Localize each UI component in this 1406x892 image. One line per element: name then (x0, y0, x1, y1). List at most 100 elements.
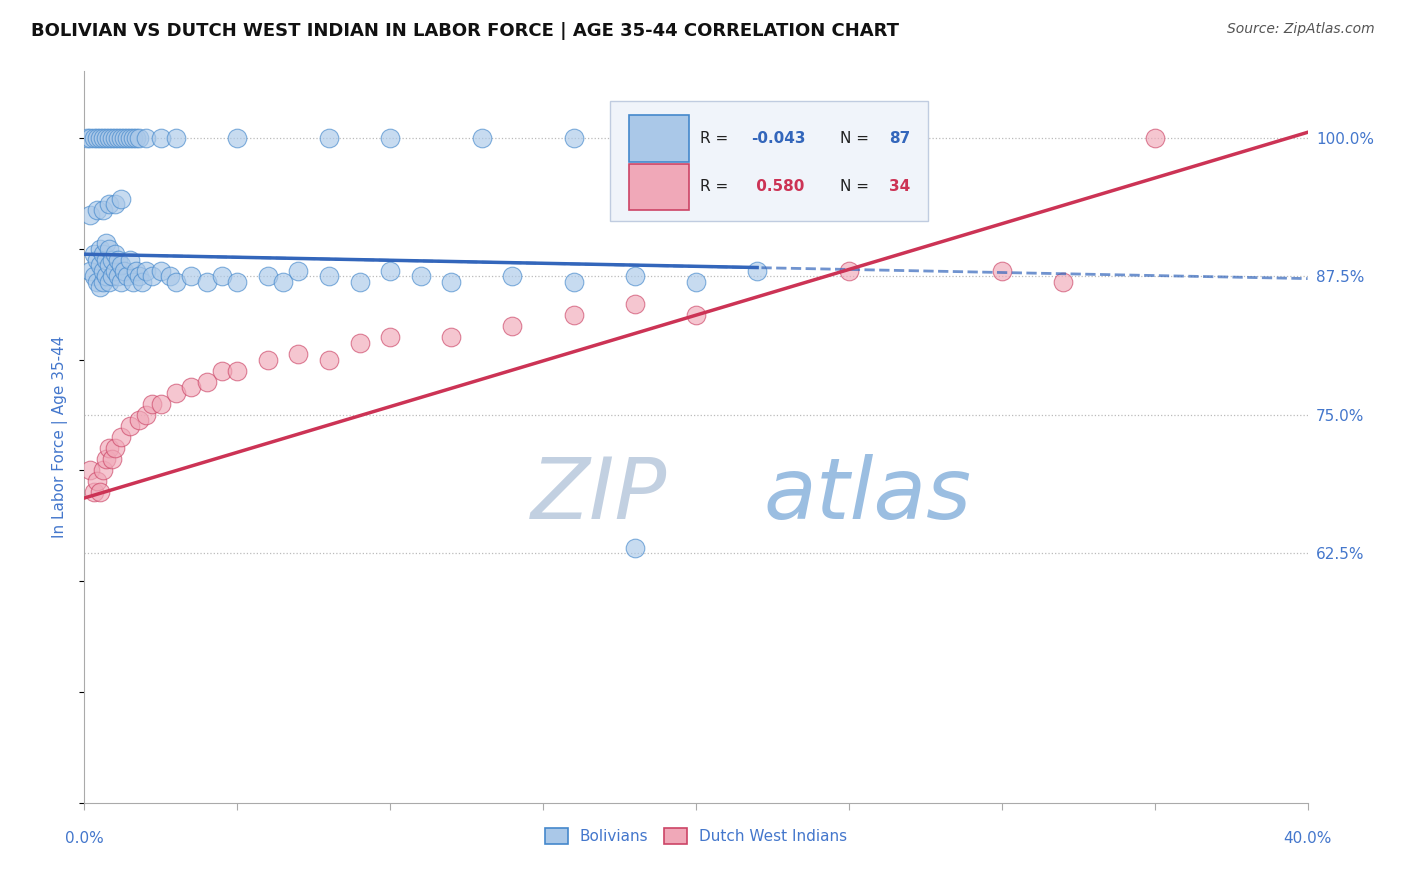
Point (131, 275, 153, 289)
Point (83, 131, 105, 145)
Point (747, 264, 769, 278)
Point (685, 275, 707, 289)
Point (562, 275, 585, 289)
Point (165, 385, 187, 400)
Point (91, 275, 114, 289)
Point (110, 192, 132, 206)
Text: N =: N = (841, 179, 875, 194)
Point (104, 131, 127, 145)
Point (149, 264, 172, 278)
Point (380, 131, 402, 145)
Point (180, 380, 202, 394)
Text: BOLIVIAN VS DUTCH WEST INDIAN IN LABOR FORCE | AGE 35-44 CORRELATION CHART: BOLIVIAN VS DUTCH WEST INDIAN IN LABOR F… (31, 22, 898, 40)
Point (110, 275, 132, 289)
Point (101, 452, 124, 467)
Point (685, 308, 707, 322)
Point (287, 264, 309, 278)
Point (101, 131, 124, 145)
Point (89, 242, 111, 256)
Point (562, 131, 585, 145)
Text: R =: R = (700, 131, 733, 146)
Point (624, 297, 647, 311)
Point (97, 131, 120, 145)
Point (318, 269, 340, 284)
Point (101, 269, 124, 284)
Y-axis label: In Labor Force | Age 35-44: In Labor Force | Age 35-44 (52, 336, 69, 538)
Text: 40.0%: 40.0% (1284, 830, 1331, 846)
Text: 87: 87 (889, 131, 911, 146)
Point (165, 275, 187, 289)
Point (83, 247, 105, 261)
Text: Source: ZipAtlas.com: Source: ZipAtlas.com (1227, 22, 1375, 37)
Point (91, 131, 114, 145)
Point (86, 131, 108, 145)
Point (94, 236, 117, 251)
Point (89, 131, 111, 145)
Point (125, 131, 148, 145)
Point (195, 375, 218, 389)
Point (89, 280, 111, 294)
Point (91, 202, 114, 217)
Point (89, 485, 111, 500)
Point (128, 131, 150, 145)
Point (83, 485, 105, 500)
Point (97, 275, 120, 289)
Text: 0.580: 0.580 (751, 179, 804, 194)
Point (112, 264, 135, 278)
Point (110, 430, 132, 444)
Point (101, 252, 124, 267)
Point (97, 441, 120, 455)
Point (149, 131, 172, 145)
Point (135, 264, 157, 278)
Point (380, 264, 402, 278)
Point (97, 242, 120, 256)
Point (120, 252, 142, 267)
Point (122, 275, 145, 289)
Point (125, 264, 148, 278)
Point (287, 347, 309, 361)
Point (94, 452, 117, 467)
Point (271, 275, 294, 289)
Point (211, 363, 233, 377)
Point (91, 247, 114, 261)
Point (104, 247, 127, 261)
Legend: Bolivians, Dutch West Indians: Bolivians, Dutch West Indians (538, 822, 853, 850)
Point (1052, 275, 1074, 289)
Point (83, 269, 105, 284)
Point (624, 269, 647, 284)
Point (104, 197, 127, 211)
Point (110, 131, 132, 145)
Text: 0.0%: 0.0% (65, 830, 104, 846)
Point (149, 397, 172, 411)
Point (94, 131, 117, 145)
Point (318, 131, 340, 145)
Text: -0.043: -0.043 (751, 131, 806, 146)
Text: R =: R = (700, 179, 733, 194)
Point (107, 252, 129, 267)
Point (471, 131, 494, 145)
Point (141, 397, 163, 411)
Point (79, 209, 101, 223)
Point (79, 131, 101, 145)
Point (211, 269, 233, 284)
Point (115, 269, 138, 284)
Point (79, 463, 101, 477)
Point (128, 269, 150, 284)
Point (120, 419, 142, 434)
Point (110, 258, 132, 272)
Point (141, 269, 163, 284)
Point (135, 131, 157, 145)
Point (624, 541, 647, 555)
Point (195, 275, 218, 289)
FancyBboxPatch shape (628, 163, 689, 211)
Point (89, 258, 111, 272)
Point (91, 264, 114, 278)
Point (502, 269, 524, 284)
FancyBboxPatch shape (610, 101, 928, 221)
Point (104, 441, 127, 455)
Point (120, 131, 142, 145)
Point (409, 269, 432, 284)
Point (104, 264, 127, 278)
Point (107, 131, 129, 145)
Text: atlas: atlas (763, 454, 972, 537)
